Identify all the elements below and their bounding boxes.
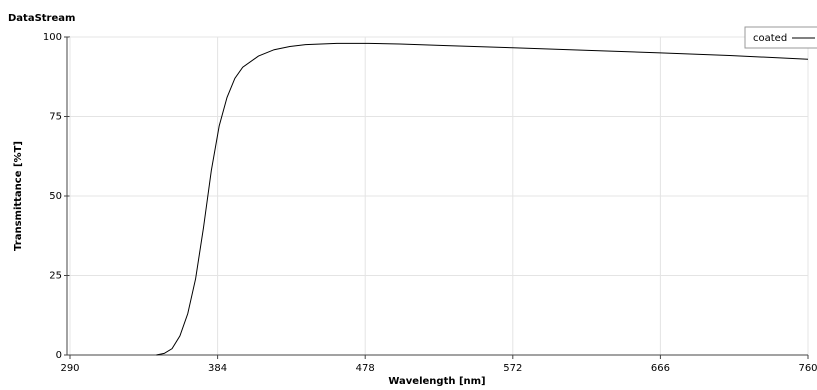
chart-title: DataStream [8,13,75,24]
x-tick-label: 666 [651,363,670,374]
x-tick-label: 760 [798,363,817,374]
x-tick-label: 478 [356,363,375,374]
x-tick-label: 572 [503,363,522,374]
y-tick-label: 0 [56,350,62,361]
y-axis-label: Transmittance [%T] [13,141,24,251]
line-series [156,42,809,356]
y-tick-label: 100 [43,32,62,43]
y-tick-label: 25 [49,271,62,282]
x-tick-label: 384 [208,363,227,374]
y-tick-label: 50 [49,191,62,202]
x-axis-label: Wavelength [nm] [388,376,485,387]
legend-label: coated [753,33,787,44]
legend-box [744,26,817,49]
x-tick-label: 290 [60,363,79,374]
y-tick-label: 75 [49,112,62,123]
